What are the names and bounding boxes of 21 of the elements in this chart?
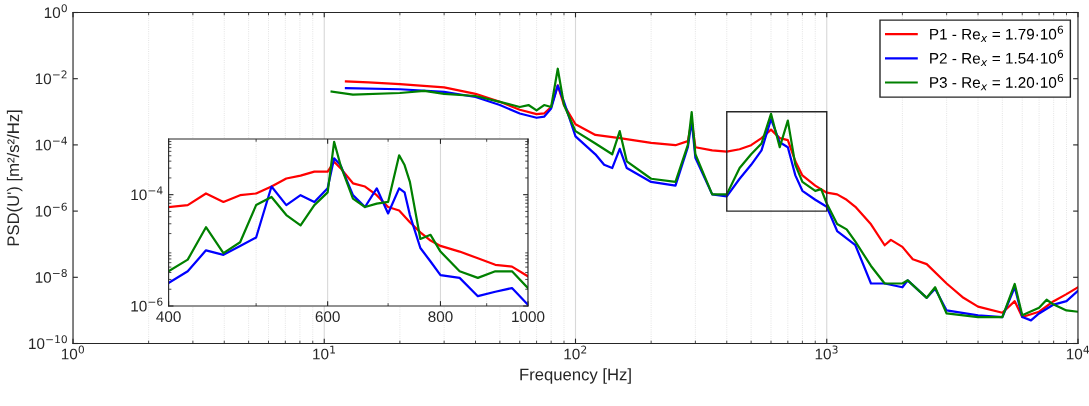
- x-tick-label: 1000: [512, 311, 545, 323]
- legend-label: P1 - Re$_{x}$ = 1.79·10$^{6}$: [930, 25, 1064, 42]
- x-tick-label: 10$^{0}$: [61, 345, 85, 360]
- x-tick-label: 10$^{2}$: [564, 345, 587, 360]
- y-tick-label: 10$^{−2}$: [35, 70, 67, 85]
- x-tick-label: 600: [315, 311, 340, 323]
- x-tick-label: 10$^{3}$: [815, 345, 838, 360]
- y-tick-label: 10$^{−6}$: [131, 297, 163, 312]
- y-tick-label: 10$^{−4}$: [35, 136, 67, 151]
- x-tick-label: 10$^{4}$: [1066, 345, 1089, 360]
- y-tick-label: 10$^{−4}$: [131, 186, 163, 201]
- x-axis-title: Frequency [Hz]: [520, 368, 631, 384]
- x-tick-label: 400: [156, 311, 181, 323]
- y-axis-title: PSD(U') [m²/s²/Hz]: [6, 110, 23, 246]
- legend-label: P3 - Re$_{x}$ = 1.20·10$^{6}$: [930, 73, 1064, 91]
- x-tick-label: 800: [428, 311, 453, 323]
- legend-label: P2 - Re$_{x}$ = 1.54·10$^{6}$: [930, 49, 1064, 67]
- y-tick-label: 10$^{−6}$: [35, 202, 67, 217]
- y-tick-label: 10$^{−8}$: [35, 268, 67, 283]
- y-tick-label: 10$^{0}$: [44, 4, 67, 19]
- x-tick-label: 10$^{1}$: [313, 345, 335, 360]
